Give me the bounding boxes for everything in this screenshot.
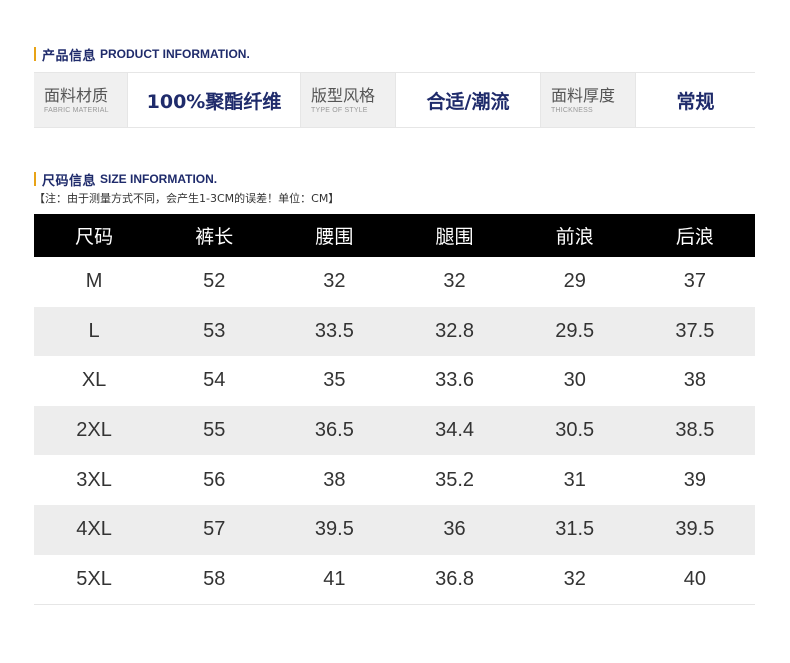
table-row: 4XL 57 39.5 36 31.5 39.5: [34, 504, 755, 555]
product-info-title-en: PRODUCT INFORMATION.: [100, 47, 250, 61]
table-cell: 31: [563, 468, 586, 491]
size-table-header-row: 尺码 裤长 腰围 腿围 前浪 后浪: [34, 214, 755, 257]
table-cell: 2XL: [76, 419, 112, 442]
product-info-title-cn: 产品信息: [42, 48, 97, 64]
product-info-heading: 产品信息 PRODUCT INFORMATION.: [34, 47, 250, 64]
table-cell: 32: [563, 567, 586, 590]
table-cell: 32: [323, 270, 346, 293]
table-row: XL 54 35 33.6 30 38: [34, 356, 755, 406]
table-cell: 40: [683, 567, 707, 590]
table-cell: 52: [203, 270, 226, 293]
table-cell: 53: [203, 319, 226, 342]
table-cell: M: [85, 270, 103, 293]
table-cell: 32: [443, 270, 466, 293]
table-row: M 52 32 32 29 37: [34, 257, 755, 307]
measurement-note: 【注：由于测量方式不同，会产生1-3CM的误差！单位：CM】: [34, 192, 340, 205]
table-cell: 56: [203, 468, 226, 491]
table-cell: 36: [443, 518, 466, 541]
table-cell: 39.5: [675, 518, 715, 541]
table-cell: 33.5: [314, 319, 354, 342]
table-cell: 54: [203, 369, 226, 392]
fabric-material-label-cn: 面料材质: [44, 86, 109, 105]
size-table: 尺码 裤长 腰围 腿围 前浪 后浪 M 52 32 32 29 37 L 53 …: [34, 214, 755, 605]
table-cell: 36.8: [435, 567, 475, 590]
table-cell: 38: [683, 369, 707, 392]
table-cell: 32.8: [435, 319, 475, 342]
table-cell: 37.5: [675, 319, 715, 342]
product-info-strip: 面料材质 FABRIC MATERIAL 100%聚酯纤维 版型风格 TYPE …: [34, 72, 755, 128]
thickness-value-cell: 常规: [636, 73, 755, 127]
style-type-value: 合适/潮流: [426, 90, 510, 113]
table-cell: 33.6: [435, 369, 475, 392]
table-cell: 41: [323, 567, 346, 590]
fabric-material-value: 100%聚酯纤维: [146, 90, 282, 113]
table-cell: 57: [203, 518, 226, 541]
style-type-label-en: TYPE OF STYLE: [311, 107, 368, 114]
table-cell: 35: [323, 369, 346, 392]
table-cell: 29: [563, 270, 586, 293]
thickness-value: 常规: [676, 90, 715, 113]
table-cell: 35.2: [435, 468, 475, 491]
table-cell: 29.5: [555, 319, 595, 342]
fabric-material-label: 面料材质 FABRIC MATERIAL: [34, 73, 128, 127]
style-type-label-cn: 版型风格: [311, 86, 376, 105]
size-info-heading: 尺码信息 SIZE INFORMATION.: [34, 172, 218, 189]
header-front-rise: 前浪: [555, 226, 594, 248]
thickness-label-en: THICKNESS: [551, 107, 593, 114]
thickness-label-cn: 面料厚度: [551, 86, 616, 105]
table-cell: 5XL: [76, 567, 112, 590]
thickness-label: 面料厚度 THICKNESS: [541, 73, 636, 127]
table-cell: XL: [81, 369, 107, 392]
table-cell: 4XL: [76, 518, 112, 541]
header-size: 尺码: [75, 226, 114, 248]
table-cell: 39: [683, 468, 707, 491]
table-cell: 58: [203, 567, 226, 590]
table-row: 5XL 58 41 36.8 32 40: [34, 555, 755, 605]
header-back-rise: 后浪: [675, 226, 714, 248]
header-leg: 腿围: [435, 226, 474, 248]
table-cell: 39.5: [314, 518, 354, 541]
table-cell: 3XL: [76, 468, 112, 491]
table-row: 2XL 55 36.5 34.4 30.5 38.5: [34, 405, 755, 456]
table-cell: 31.5: [555, 518, 595, 541]
style-type-value-cell: 合适/潮流: [396, 73, 541, 127]
table-row: L 53 33.5 32.8 29.5 37.5: [34, 306, 755, 357]
table-cell: 34.4: [435, 419, 475, 442]
table-cell: 38: [323, 468, 346, 491]
table-cell: 30: [563, 369, 586, 392]
table-cell: 30.5: [555, 419, 595, 442]
table-row: 3XL 56 38 35.2 31 39: [34, 455, 755, 505]
table-cell: 37: [683, 270, 707, 293]
size-info-title-en: SIZE INFORMATION.: [100, 172, 218, 186]
fabric-material-value-cell: 100%聚酯纤维: [128, 73, 301, 127]
table-cell: 55: [203, 419, 226, 442]
style-type-label: 版型风格 TYPE OF STYLE: [301, 73, 396, 127]
table-cell: 38.5: [675, 419, 715, 442]
header-waist: 腰围: [315, 226, 354, 248]
table-cell: 36.5: [314, 419, 354, 442]
size-info-title-cn: 尺码信息: [42, 173, 97, 189]
fabric-material-label-en: FABRIC MATERIAL: [44, 107, 109, 114]
header-length: 裤长: [195, 226, 234, 248]
table-cell: L: [88, 319, 100, 342]
